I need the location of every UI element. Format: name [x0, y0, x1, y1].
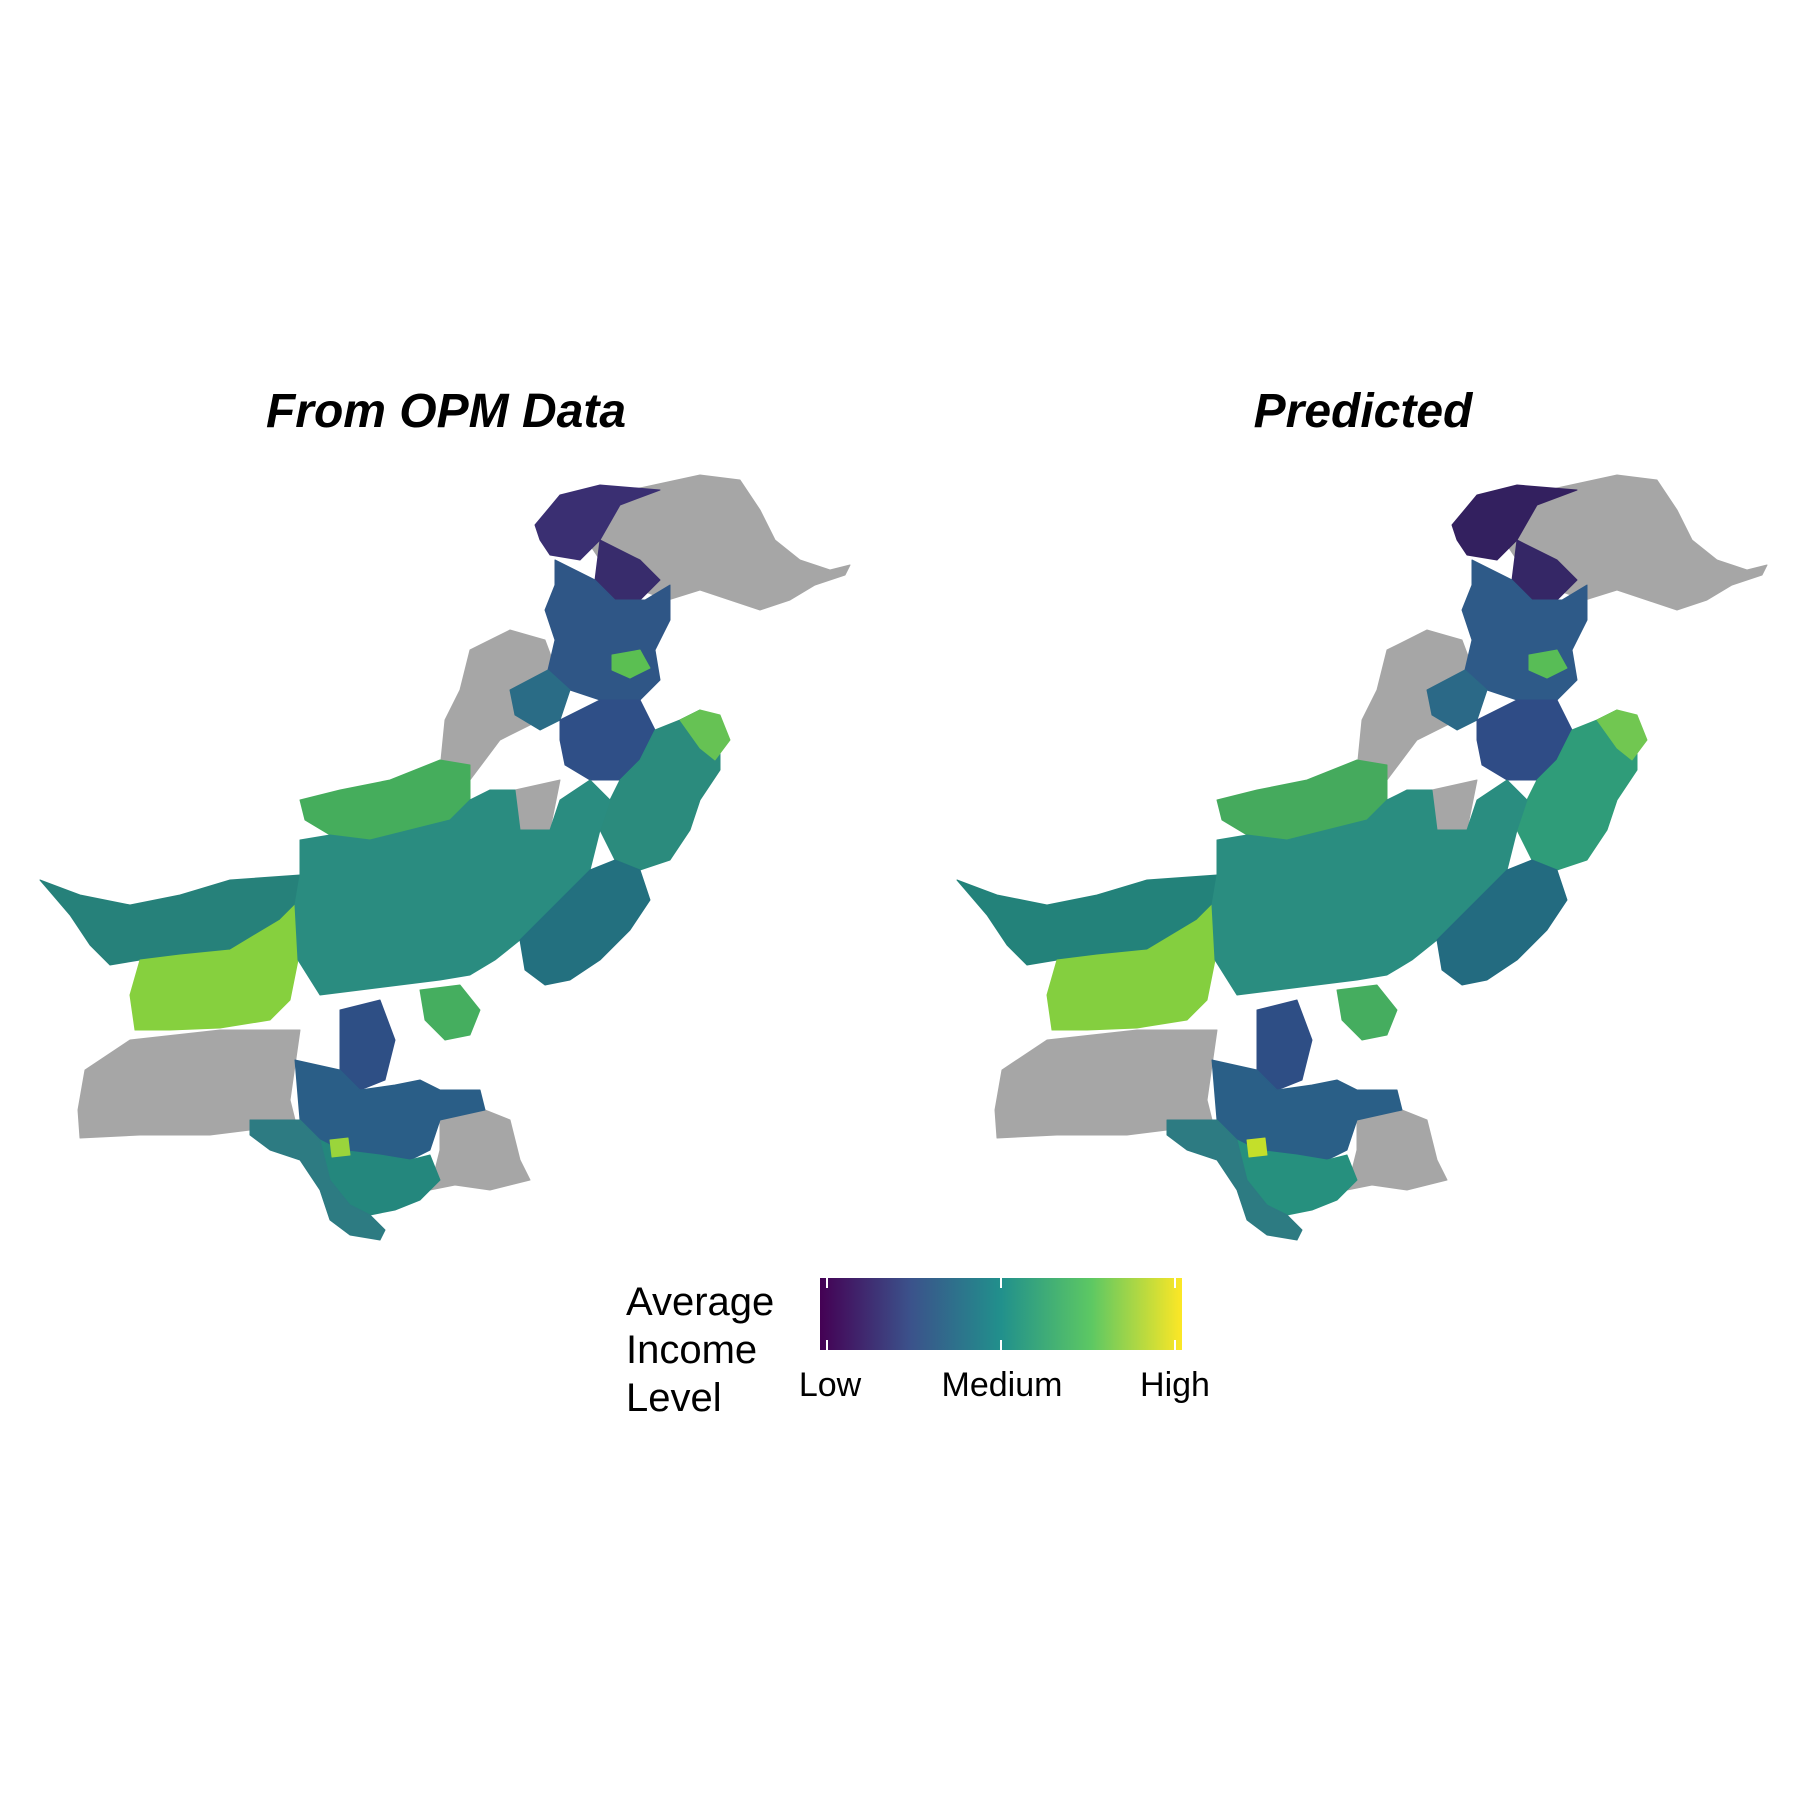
panel-title-opm: From OPM Data — [265, 385, 627, 438]
legend-label-medium: Medium — [941, 1366, 1063, 1404]
region-chagai — [129, 904, 299, 1031]
region-punjab-south — [1436, 859, 1568, 986]
region-punjab-east — [599, 709, 721, 871]
legend-title-line: Average — [626, 1280, 775, 1324]
region-no-data — [1346, 1107, 1448, 1191]
legend-colorbar — [820, 1278, 1182, 1350]
legend-gradient — [820, 1278, 1182, 1350]
region-east-edge — [679, 709, 731, 761]
region-east-edge — [1596, 709, 1648, 761]
region-center-band — [1211, 779, 1528, 996]
region-north-tip — [1451, 484, 1578, 561]
region-north-spot — [611, 649, 651, 679]
region-south-spot — [1246, 1137, 1268, 1158]
panel-title-predicted: Predicted — [1253, 385, 1473, 438]
region-south-spot — [329, 1137, 351, 1158]
region-chagai — [1046, 904, 1216, 1031]
region-no-data — [1356, 629, 1478, 781]
region-sindh-green — [419, 984, 481, 1041]
region-coast — [1166, 1119, 1303, 1241]
legend-title-line: Income — [626, 1328, 758, 1372]
region-punjab-east — [1516, 709, 1638, 871]
region-south-central — [1256, 999, 1313, 1091]
map-panel-predicted — [956, 474, 1768, 1241]
region-coast — [249, 1119, 386, 1241]
region-no-data — [439, 629, 561, 781]
map-panel-opm — [39, 474, 851, 1241]
legend-title-line: Level — [626, 1376, 722, 1420]
region-punjab-south — [519, 859, 651, 986]
legend-label-low: Low — [798, 1366, 862, 1404]
region-north-spot — [1528, 649, 1568, 679]
region-no-data — [429, 1107, 531, 1191]
region-south-central — [339, 999, 396, 1091]
region-center-band — [294, 779, 611, 996]
region-north-tip — [534, 484, 661, 561]
legend-label-high: High — [1140, 1366, 1210, 1404]
legend-title: Average Income Level — [626, 1278, 806, 1422]
region-sindh-green — [1336, 984, 1398, 1041]
